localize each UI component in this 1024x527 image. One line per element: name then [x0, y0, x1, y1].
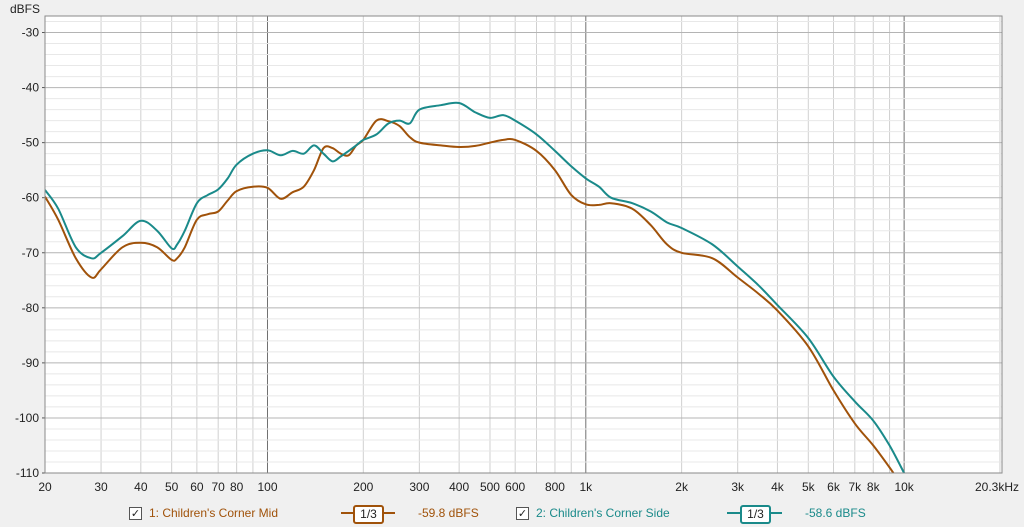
- y-tick-label: -90: [22, 356, 40, 370]
- x-tick-label: 70: [212, 480, 226, 494]
- series-line-1: [45, 118, 895, 473]
- y-axis-label: dBFS: [10, 2, 40, 16]
- y-tick-label: -40: [22, 81, 40, 95]
- series-group: [45, 101, 905, 473]
- series2-line-swatch: [727, 512, 741, 514]
- x-tick-label: 60: [190, 480, 204, 494]
- x-tick-label: 50: [165, 480, 179, 494]
- x-tick-label: 10k: [894, 480, 914, 494]
- x-tick-label: 400: [449, 480, 469, 494]
- x-tick-label: 3k: [731, 480, 745, 494]
- series1-line-swatch: [341, 512, 355, 514]
- series1-label: 1: Children's Corner Mid: [149, 506, 279, 520]
- legend: ✓ 1: Children's Corner Mid 1/3 -59.8 dBF…: [0, 501, 1024, 525]
- x-tick-label: 100: [257, 480, 277, 494]
- series2-line-swatch-right: [771, 512, 782, 514]
- x-tick-label: 600: [505, 480, 525, 494]
- x-tick-label: 40: [134, 480, 148, 494]
- x-tick-label: 5k: [802, 480, 816, 494]
- x-tick-label: 7k: [848, 480, 862, 494]
- y-tick-label: -100: [15, 411, 39, 425]
- x-tick-label: 2k: [675, 480, 689, 494]
- y-tick-label: -60: [22, 191, 40, 205]
- plot-background: [45, 16, 1002, 473]
- y-tick-label: -50: [22, 136, 40, 150]
- x-tick-label: 1k: [579, 480, 593, 494]
- y-tick-label: -30: [22, 26, 40, 40]
- series2-level-readout: -58.6 dBFS: [805, 506, 866, 520]
- y-tick-label: -70: [22, 246, 40, 260]
- series1-line-swatch-right: [384, 512, 395, 514]
- x-tick-label: 30: [94, 480, 108, 494]
- series1-level-readout: -59.8 dBFS: [418, 506, 479, 520]
- series1-visible-checkbox[interactable]: ✓: [129, 506, 142, 520]
- legend-item-mid: ✓ 1: Children's Corner Mid: [129, 501, 278, 525]
- x-tick-label: 200: [353, 480, 373, 494]
- plot-frame: [44, 15, 1003, 474]
- x-tick-label: 4k: [771, 480, 785, 494]
- x-tick-label: 8k: [867, 480, 881, 494]
- y-tick-label: -80: [22, 301, 40, 315]
- y-tick-label: -110: [16, 466, 39, 480]
- series2-label: 2: Children's Corner Side: [536, 506, 670, 520]
- series2-visible-checkbox[interactable]: ✓: [516, 506, 529, 520]
- series2-smoothing-badge[interactable]: 1/3: [740, 505, 771, 524]
- x-tick-label: 6k: [827, 480, 841, 494]
- series1-smoothing-badge[interactable]: 1/3: [353, 505, 384, 524]
- x-tick-label: 300: [409, 480, 429, 494]
- x-tick-label: 800: [545, 480, 565, 494]
- x-tick-label: 20.3kHz: [975, 480, 1019, 494]
- x-tick-label: 500: [480, 480, 500, 494]
- series-line-2: [45, 101, 905, 473]
- legend-item-side: ✓ 2: Children's Corner Side: [516, 501, 670, 525]
- x-tick-label: 20: [38, 480, 52, 494]
- x-tick-label: 80: [230, 480, 244, 494]
